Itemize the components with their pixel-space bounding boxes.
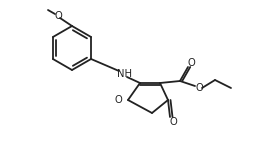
Text: O: O bbox=[114, 95, 122, 105]
Text: O: O bbox=[187, 58, 195, 68]
Text: O: O bbox=[195, 83, 203, 93]
Text: O: O bbox=[169, 117, 177, 127]
Text: O: O bbox=[54, 11, 62, 21]
Text: NH: NH bbox=[117, 69, 132, 79]
